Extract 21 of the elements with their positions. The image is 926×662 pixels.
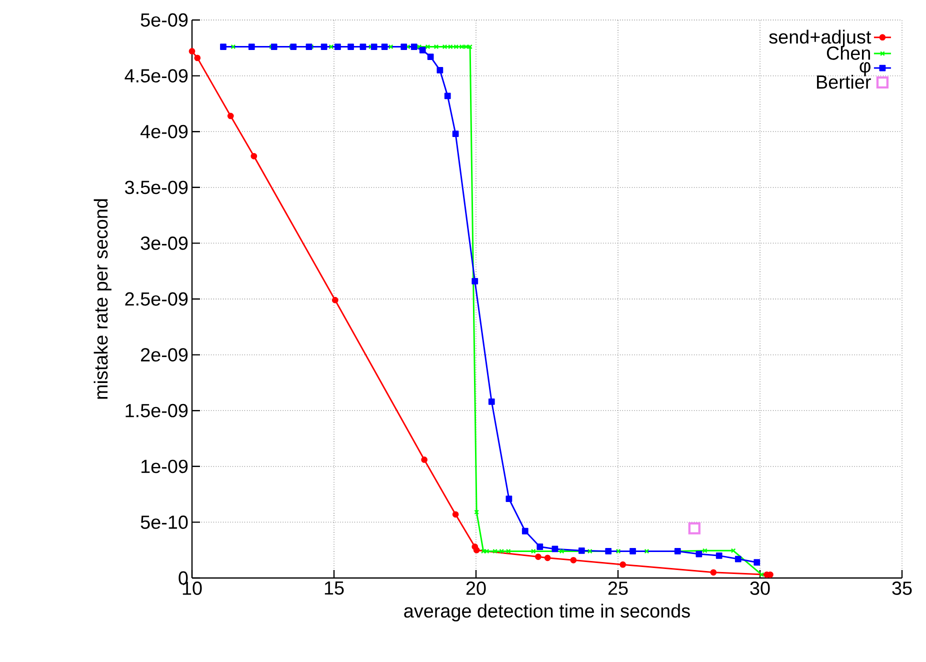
x-tick-label: 20 xyxy=(466,582,486,595)
legend-label: send+adjust xyxy=(769,30,872,48)
legend-label: Chen xyxy=(826,46,870,60)
y-tick-label: 3.5e-09 xyxy=(125,180,188,194)
legend-label: Bertier xyxy=(817,74,871,89)
y-tick-label: 2e-09 xyxy=(141,348,188,362)
y-tick-label: 1.5e-09 xyxy=(126,404,188,418)
x-tick-label: 35 xyxy=(892,582,912,595)
x-tick-label: 30 xyxy=(750,582,770,595)
x-tick-label: 15 xyxy=(324,582,344,595)
y-tick-label: 4e-09 xyxy=(140,124,188,138)
y-tick-label: 1e-09 xyxy=(142,460,188,474)
y-tick-label: 5e-10 xyxy=(140,515,188,529)
y-tick-label: 4.5e-09 xyxy=(124,69,188,82)
x-axis-title: average detection time in seconds xyxy=(404,604,690,622)
x-tick-label: 25 xyxy=(608,582,628,595)
y-tick-label: 3e-09 xyxy=(140,236,188,250)
y-axis-title: mistake rate per second xyxy=(94,199,112,399)
y-tick-label: 5e-09 xyxy=(140,13,188,27)
y-tick-label: 2.5e-09 xyxy=(125,292,188,306)
legend-label: φ xyxy=(860,62,870,76)
